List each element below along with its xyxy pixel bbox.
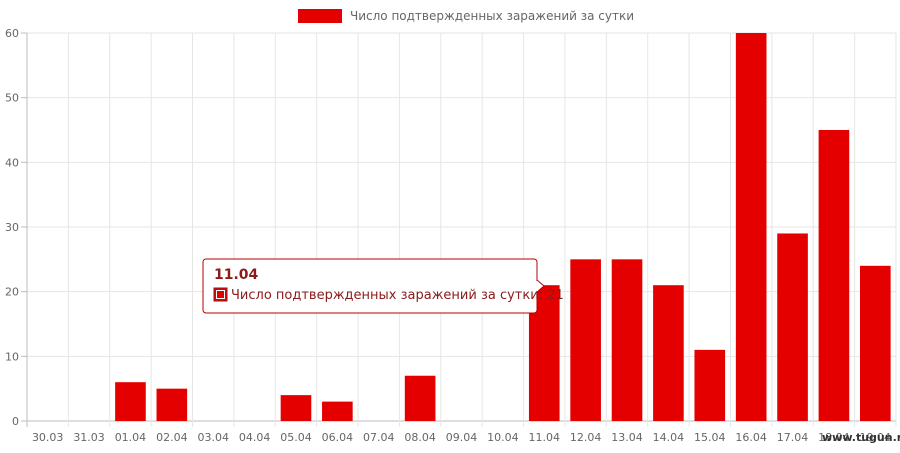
x-tick-label: 12.04: [570, 431, 602, 444]
legend-label[interactable]: Число подтвержденных заражений за сутки: [350, 9, 634, 23]
x-tick-label: 08.04: [404, 431, 436, 444]
tooltip: 11.04 Число подтвержденных заражений за …: [202, 258, 564, 314]
x-tick-label: 18.04: [818, 431, 850, 444]
x-tick-label: 15.04: [694, 431, 726, 444]
bar-08.04[interactable]: [404, 375, 436, 421]
legend-swatch: [298, 9, 342, 23]
bar-13.04[interactable]: [611, 259, 643, 421]
x-tick-label: 10.04: [487, 431, 519, 444]
y-tick-label: 30: [5, 221, 19, 234]
y-tick-label: 20: [5, 286, 19, 299]
x-tick-label: 19.04: [860, 431, 892, 444]
x-tick-label: 01.04: [115, 431, 147, 444]
x-tick-label: 03.04: [197, 431, 229, 444]
tooltip-pointer: [536, 279, 545, 293]
bar-05.04[interactable]: [280, 395, 312, 421]
bar-06.04[interactable]: [322, 401, 353, 421]
y-tick-label: 10: [5, 350, 19, 363]
x-tick-label: 04.04: [239, 431, 271, 444]
bars-layer: [115, 33, 891, 421]
x-tick-label: 16.04: [735, 431, 767, 444]
bar-02.04[interactable]: [156, 388, 188, 421]
bar-12.04[interactable]: [570, 259, 601, 421]
x-tick-label: 30.03: [32, 431, 64, 444]
x-tick-label: 06.04: [322, 431, 354, 444]
x-tick-label: 13.04: [611, 431, 643, 444]
y-tick-label: 0: [12, 415, 19, 428]
legend[interactable]: Число подтвержденных заражений за сутки: [298, 9, 634, 23]
watermark: www.tugun.ru: [822, 431, 900, 444]
x-tick-label: 11.04: [529, 431, 561, 444]
x-axis: 30.03 31.03 01.04 02.04 03.04 04.04 05.04 06.04…: [32, 431, 891, 444]
x-tick-label: 17.04: [777, 431, 809, 444]
tooltip-title: 11.04: [214, 267, 259, 283]
bar-14.04[interactable]: [653, 285, 684, 421]
y-axis: 0 10 20 30 40 50 60: [5, 27, 19, 428]
y-tick-label: 50: [5, 92, 19, 105]
y-tick-label: 60: [5, 27, 19, 40]
x-tick-label: 02.04: [156, 431, 188, 444]
y-tick-label: 40: [5, 156, 19, 169]
bar-01.04[interactable]: [115, 382, 146, 421]
x-tick-label: 09.04: [446, 431, 478, 444]
bar-18.04[interactable]: [818, 130, 850, 421]
tooltip-text: Число подтвержденных заражений за сутки:…: [231, 288, 564, 303]
bar-19.04[interactable]: [859, 265, 891, 421]
x-tick-label: 07.04: [363, 431, 395, 444]
bar-17.04[interactable]: [777, 233, 808, 421]
x-tick-label: 14.04: [653, 431, 685, 444]
x-tick-label: 05.04: [280, 431, 312, 444]
bar-16.04[interactable]: [735, 33, 767, 421]
bar-15.04[interactable]: [694, 349, 726, 421]
x-tick-label: 31.03: [73, 431, 105, 444]
